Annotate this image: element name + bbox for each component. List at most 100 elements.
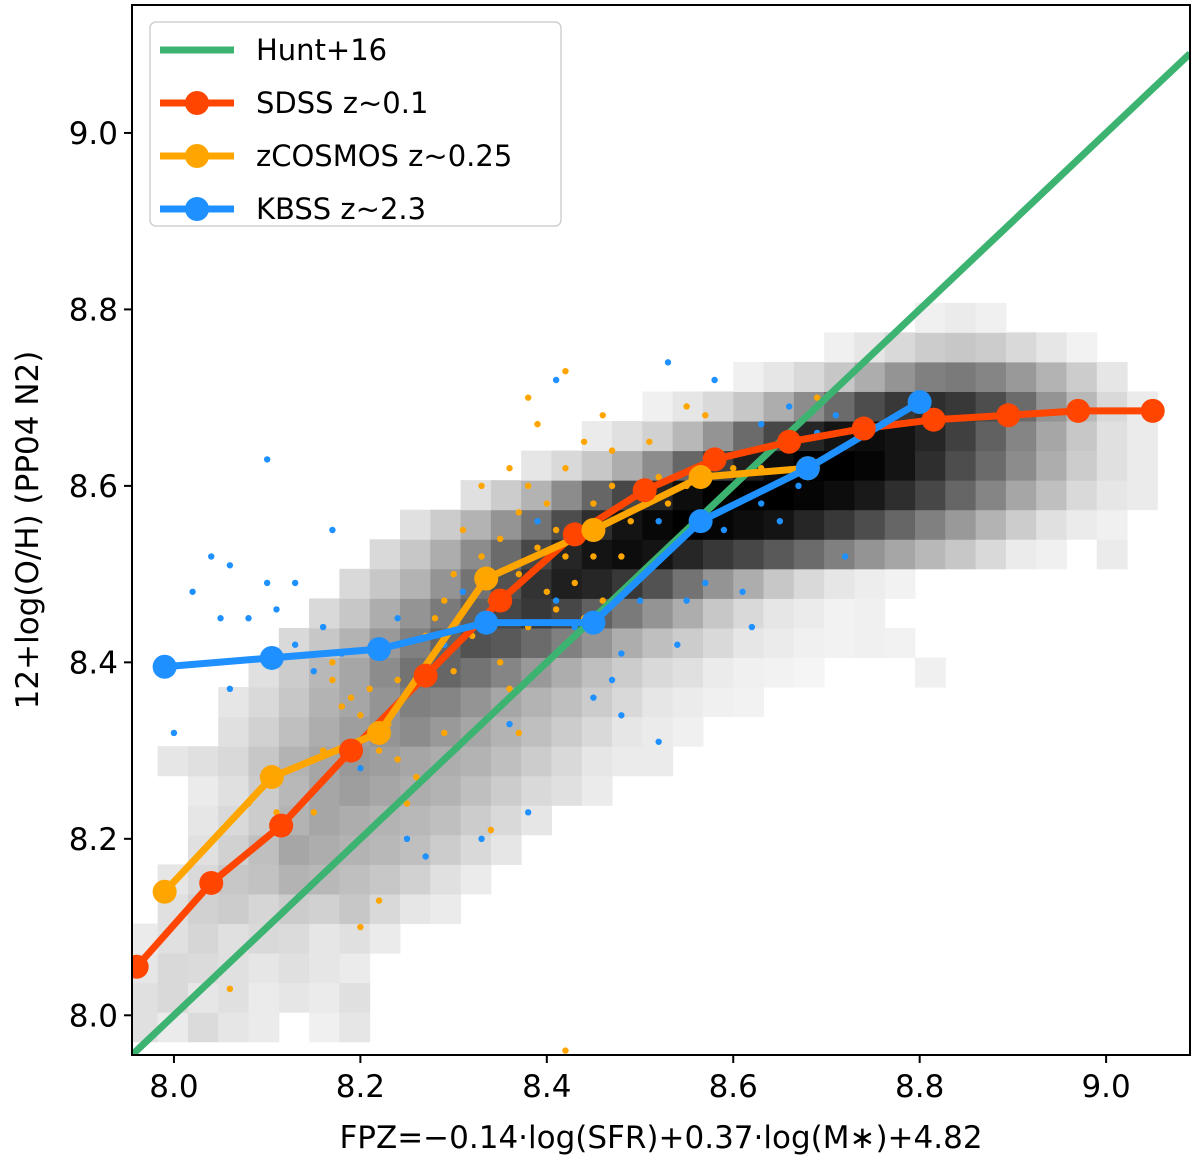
density-cell [733,657,765,688]
density-cell [339,657,371,688]
density-cell [430,509,462,540]
density-cell [793,657,825,688]
density-cell [884,568,916,599]
zcosmos-point [506,685,513,693]
density-cell [1036,361,1067,392]
kbss-point [319,623,327,631]
zcosmos-point [562,465,569,472]
density-cell [551,687,583,718]
density-cell [854,450,886,481]
density-cell [793,509,825,540]
zcosmos-point [571,579,578,587]
kbss-point [422,853,429,860]
zcosmos-point [646,438,653,445]
density-cell [460,539,492,570]
kbss-point [310,667,317,675]
density-cell [824,480,855,511]
zcosmos-marker [259,765,284,790]
zcosmos-point [552,526,560,534]
zcosmos-point [347,694,355,701]
density-cell [763,361,795,392]
density-cell [1127,421,1158,452]
zcosmos-point [599,412,606,419]
zcosmos-point [273,809,280,816]
density-cell [672,716,704,747]
density-cell [521,716,552,747]
density-cell [733,509,765,540]
density-cell [945,361,977,392]
kbss-point [263,456,271,463]
density-cell [642,421,674,452]
density-cell [369,775,401,806]
density-cell [854,598,886,629]
kbss-point [608,676,616,684]
density-cell [612,746,643,777]
kbss-point [785,403,793,410]
kbss-point [655,738,662,745]
density-cell [460,834,492,865]
kbss-point [170,729,178,737]
zcosmos-point [543,500,551,507]
density-cell [1066,361,1098,392]
legend-label-zcosmos: zCOSMOS z~0.25 [256,139,512,173]
kbss-point [655,517,662,525]
kbss-point [226,562,234,569]
density-cell [733,627,765,658]
kbss-marker [907,390,932,415]
density-cell [339,775,371,806]
density-cell [1096,450,1128,481]
density-cell [581,657,613,688]
density-cell [642,391,674,422]
zcosmos-point [375,747,383,754]
density-cell [490,480,522,511]
density-cell [854,391,886,422]
kbss-point [478,835,485,843]
kbss-marker [474,610,499,635]
y-axis-label: 12+log(O/H) (PP04 N2) [10,351,46,710]
density-cell [1036,480,1067,511]
kbss-point [273,606,280,613]
density-cell [339,687,371,718]
density-cell [430,834,462,865]
legend-label-hunt: Hunt+16 [256,33,387,67]
kbss-point [226,685,234,693]
density-cell [521,746,552,777]
sdss-marker [413,663,438,688]
density-cell [309,1012,340,1043]
density-cell [733,361,765,392]
density-cell [1036,332,1067,363]
kbss-marker [688,509,713,534]
series-markers [132,390,1165,979]
density-cell [975,361,1007,392]
density-cell [854,568,886,599]
sdss-marker [996,403,1021,428]
zcosmos-point [497,535,504,543]
zcosmos-point [450,570,457,578]
density-cell [399,539,431,570]
density-cell [763,568,795,599]
density-cell [733,598,765,629]
density-cell [884,361,916,392]
density-cell [1005,361,1037,392]
density-cell [339,893,371,925]
sdss-marker [269,813,294,838]
zcosmos-marker [581,518,606,542]
density-cell [733,687,765,718]
density-cell [399,509,431,540]
zcosmos-point [730,465,737,472]
density-cell [733,539,765,570]
zcosmos-point [664,500,672,507]
kbss-point [739,588,746,595]
density-cell [399,805,431,836]
density-cell [975,480,1007,511]
density-cell [460,775,492,806]
zcosmos-point [562,553,569,560]
sdss-marker [921,407,946,432]
legend-label-kbss: KBSS z~2.3 [256,192,426,226]
sdss-marker [702,447,727,472]
kbss-point [711,376,718,384]
density-cell [490,657,522,688]
y-tick-label: 8.0 [69,998,118,1034]
density-cell [551,775,583,806]
